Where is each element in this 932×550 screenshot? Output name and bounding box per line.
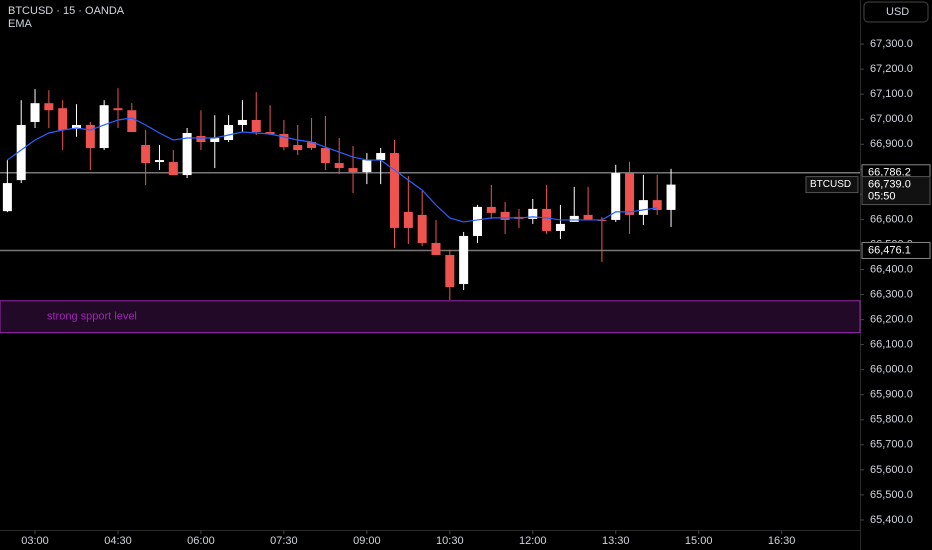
candle-body (58, 108, 68, 130)
y-tick-label: 65,800.0 (870, 414, 913, 426)
candle-body (445, 254, 455, 288)
y-tick-label: 65,900.0 (870, 389, 913, 401)
candle-body (168, 162, 178, 176)
last-price-label: 66,739.0 (868, 179, 911, 191)
x-tick-label: 15:00 (685, 535, 713, 547)
symbol-label: BTCUSD (810, 179, 851, 190)
y-tick-label: 67,200.0 (870, 63, 913, 75)
y-tick-label: 65,400.0 (870, 514, 913, 526)
candle-body (362, 160, 372, 173)
candle-body (307, 142, 317, 149)
price-line-tag (861, 241, 931, 259)
price-line-label: 66,476.1 (868, 244, 911, 256)
candle-body (376, 153, 386, 161)
candle-body (625, 173, 635, 215)
currency-label[interactable]: USD (886, 6, 909, 18)
candle-body (293, 145, 303, 151)
candle-body (542, 208, 552, 231)
y-tick-label: 66,300.0 (870, 288, 913, 300)
candle-body (237, 119, 247, 125)
candle-body (472, 206, 482, 236)
candle-body (30, 103, 40, 122)
x-tick-label: 12:00 (519, 535, 547, 547)
candle-body (127, 110, 137, 132)
currency-button[interactable] (863, 1, 929, 23)
candle-body (417, 214, 427, 243)
candle-body (569, 215, 579, 222)
zone-label: strong spport level (47, 311, 137, 323)
y-tick-label: 66,400.0 (870, 263, 913, 275)
candle-body (72, 124, 82, 129)
y-tick-label: 66,600.0 (870, 213, 913, 225)
x-tick-label: 09:00 (353, 535, 381, 547)
y-tick-label: 66,200.0 (870, 314, 913, 326)
x-tick-label: 06:00 (187, 535, 215, 547)
indicator-name: EMA (8, 18, 33, 30)
candle-body (99, 105, 109, 149)
candle-body (44, 103, 54, 111)
candle-body (528, 208, 538, 219)
x-tick-label: 07:30 (270, 535, 298, 547)
candle-body (638, 200, 648, 215)
candle-body (251, 119, 261, 132)
y-tick-label: 65,600.0 (870, 464, 913, 476)
x-tick-label: 03:00 (21, 535, 49, 547)
symbol-tag (805, 176, 859, 194)
candle-body (265, 131, 275, 135)
chart-title: BTCUSD · 15 · OANDA (8, 5, 125, 17)
support-zone (0, 300, 861, 334)
candle-body (279, 134, 289, 148)
price-line-label: 66,786.2 (868, 167, 911, 179)
y-tick-label: 66,900.0 (870, 138, 913, 150)
candle-body (334, 163, 344, 169)
candle-body (611, 173, 621, 220)
y-tick-label: 66,000.0 (870, 364, 913, 376)
candle-body (403, 211, 413, 228)
candle-body (182, 133, 192, 176)
candle-body (196, 136, 206, 143)
candle-body (390, 153, 400, 228)
candle-body (113, 108, 123, 111)
candle-body (154, 160, 164, 163)
candle-body (224, 124, 234, 141)
candle-body (2, 183, 12, 212)
candle-body (500, 211, 510, 220)
x-tick-label: 13:30 (602, 535, 630, 547)
candle-body (486, 206, 496, 213)
y-tick-label: 66,100.0 (870, 339, 913, 351)
x-tick-label: 04:30 (104, 535, 132, 547)
candle-body (555, 223, 565, 231)
candle-body (348, 168, 358, 173)
y-tick-label: 65,500.0 (870, 489, 913, 501)
x-tick-label: 10:30 (436, 535, 464, 547)
ema-line (7, 117, 658, 223)
y-tick-label: 67,300.0 (870, 38, 913, 50)
x-tick-label: 16:30 (768, 535, 796, 547)
candle-body (210, 138, 220, 143)
candle-body (141, 145, 151, 164)
candle-body (431, 242, 441, 255)
y-tick-label: 65,700.0 (870, 439, 913, 451)
candle-body (85, 124, 95, 149)
last-price-tag (861, 176, 931, 206)
y-tick-label: 67,000.0 (870, 113, 913, 125)
candle-body (16, 124, 26, 181)
candle-body (583, 214, 593, 220)
y-tick-label: 67,100.0 (870, 88, 913, 100)
candle-body (320, 148, 330, 164)
candle-body (666, 184, 676, 210)
candle-body (459, 235, 469, 285)
countdown-label: 05:50 (868, 191, 896, 203)
candle-body (652, 200, 662, 210)
